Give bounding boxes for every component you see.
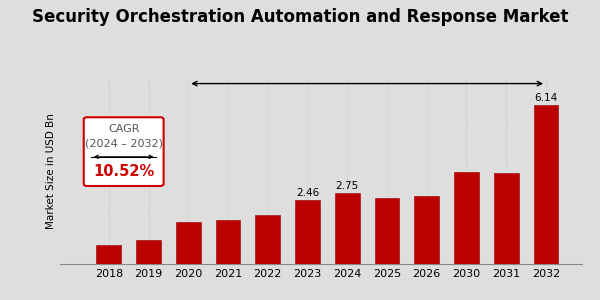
Text: 10.52%: 10.52% — [93, 164, 154, 179]
FancyBboxPatch shape — [84, 117, 164, 186]
Bar — [215, 220, 241, 264]
Bar — [295, 200, 320, 264]
Bar — [374, 198, 399, 264]
Bar — [454, 172, 479, 264]
Bar — [176, 222, 200, 264]
Text: Security Orchestration Automation and Response Market: Security Orchestration Automation and Re… — [32, 8, 568, 26]
Text: 6.14: 6.14 — [535, 93, 557, 103]
Text: 2.46: 2.46 — [296, 188, 319, 198]
Bar — [533, 105, 558, 264]
Text: 2.75: 2.75 — [335, 181, 359, 191]
Text: (2024 – 2032): (2024 – 2032) — [85, 139, 163, 149]
Bar — [97, 245, 121, 264]
Bar — [335, 193, 359, 264]
Bar — [256, 215, 280, 264]
Bar — [494, 173, 518, 264]
Bar — [415, 196, 439, 264]
Bar — [136, 240, 161, 264]
Text: CAGR: CAGR — [108, 124, 139, 134]
Y-axis label: Market Size in USD Bn: Market Size in USD Bn — [46, 113, 56, 229]
